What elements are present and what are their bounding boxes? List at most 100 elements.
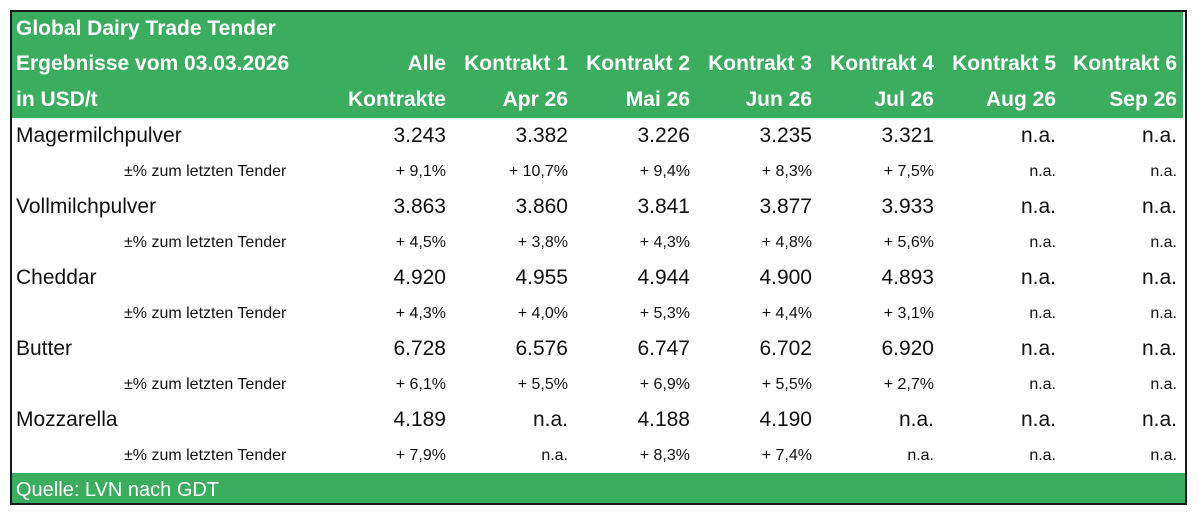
- price-cell: 3.841: [637, 195, 690, 218]
- column-header-month: Aug 26: [940, 82, 1062, 118]
- change-cell: n.a.: [1029, 304, 1056, 322]
- header-blank: [1062, 12, 1183, 46]
- price-cell: 3.321: [881, 124, 934, 147]
- column-header-contract: Kontrakt 4: [818, 46, 940, 82]
- column-header-contract: Kontrakt 5: [940, 46, 1062, 82]
- change-cell: + 9,1%: [395, 162, 446, 180]
- price-cell: 4.893: [881, 266, 934, 289]
- column-header-contract: Kontrakt 6: [1062, 46, 1183, 82]
- change-cell: + 3,1%: [883, 304, 934, 322]
- table-grid: Global Dairy Trade Tender Ergebnisse vom…: [12, 12, 1185, 473]
- price-cell: n.a.: [1020, 266, 1056, 289]
- change-cell: + 4,3%: [395, 304, 446, 322]
- header-blank: [339, 12, 452, 46]
- price-cell: 4.920: [393, 266, 446, 289]
- product-name: Vollmilchpulver: [16, 195, 157, 218]
- header-blank: [452, 12, 574, 46]
- change-cell: + 3,8%: [517, 233, 568, 251]
- change-cell: + 5,3%: [639, 304, 690, 322]
- column-header-contract: Alle: [339, 46, 452, 82]
- price-cell: n.a.: [1141, 195, 1177, 218]
- price-cell: n.a.: [1141, 124, 1177, 147]
- header-blank: [818, 12, 940, 46]
- change-cell: + 5,6%: [883, 233, 934, 251]
- header-blank: [696, 12, 818, 46]
- price-cell: 4.944: [637, 266, 690, 289]
- column-header-contract: Kontrakt 1: [452, 46, 574, 82]
- change-cell: + 8,3%: [639, 446, 690, 464]
- source-footer: Quelle: LVN nach GDT: [12, 473, 1185, 503]
- price-cell: n.a.: [1141, 266, 1177, 289]
- change-cell: + 9,4%: [639, 162, 690, 180]
- price-cell: 3.863: [393, 195, 446, 218]
- change-label: ±% zum letzten Tender: [124, 233, 287, 251]
- price-cell: 4.190: [759, 408, 812, 431]
- change-cell: + 4,0%: [517, 304, 568, 322]
- change-cell: n.a.: [1029, 446, 1056, 464]
- change-cell: + 6,9%: [639, 375, 690, 393]
- change-cell: n.a.: [1150, 304, 1177, 322]
- price-cell: 4.189: [393, 408, 446, 431]
- change-label: ±% zum letzten Tender: [124, 446, 287, 464]
- change-cell: + 10,7%: [508, 162, 568, 180]
- product-name: Butter: [16, 337, 73, 360]
- price-cell: 3.226: [637, 124, 690, 147]
- change-cell: n.a.: [907, 446, 934, 464]
- change-label: ±% zum letzten Tender: [124, 162, 287, 180]
- change-cell: n.a.: [1150, 446, 1177, 464]
- price-cell: 3.860: [515, 195, 568, 218]
- product-name: Mozzarella: [16, 408, 118, 431]
- unit-label: in USD/t: [12, 82, 339, 118]
- change-cell: n.a.: [541, 446, 568, 464]
- column-header-month: Mai 26: [574, 82, 696, 118]
- price-cell: n.a.: [898, 408, 934, 431]
- column-header-month: Apr 26: [452, 82, 574, 118]
- change-cell: + 7,5%: [883, 162, 934, 180]
- change-cell: n.a.: [1150, 375, 1177, 393]
- price-cell: 4.955: [515, 266, 568, 289]
- price-cell: n.a.: [532, 408, 568, 431]
- header-blank: [940, 12, 1062, 46]
- price-table: Global Dairy Trade Tender Ergebnisse vom…: [10, 10, 1187, 505]
- column-header-month: Sep 26: [1062, 82, 1183, 118]
- change-cell: + 6,1%: [395, 375, 446, 393]
- change-cell: + 4,8%: [761, 233, 812, 251]
- price-cell: n.a.: [1141, 408, 1177, 431]
- price-cell: n.a.: [1020, 195, 1056, 218]
- price-cell: n.a.: [1020, 124, 1056, 147]
- change-cell: n.a.: [1029, 162, 1056, 180]
- price-cell: 6.728: [393, 337, 446, 360]
- price-cell: 3.243: [393, 124, 446, 147]
- change-cell: n.a.: [1150, 233, 1177, 251]
- price-cell: 3.382: [515, 124, 568, 147]
- column-header-contract: Kontrakt 3: [696, 46, 818, 82]
- price-cell: 6.920: [881, 337, 934, 360]
- price-cell: 3.235: [759, 124, 812, 147]
- change-cell: + 7,9%: [395, 446, 446, 464]
- change-cell: n.a.: [1029, 375, 1056, 393]
- product-name: Magermilchpulver: [16, 124, 182, 147]
- change-cell: + 4,4%: [761, 304, 812, 322]
- product-name: Cheddar: [16, 266, 97, 289]
- table-subtitle: Ergebnisse vom 03.03.2026: [12, 46, 339, 82]
- column-header-contract: Kontrakt 2: [574, 46, 696, 82]
- change-cell: + 7,4%: [761, 446, 812, 464]
- column-header-month: Jul 26: [818, 82, 940, 118]
- price-cell: n.a.: [1020, 337, 1056, 360]
- change-cell: n.a.: [1150, 162, 1177, 180]
- price-cell: 3.877: [759, 195, 812, 218]
- change-cell: + 5,5%: [761, 375, 812, 393]
- price-cell: 3.933: [881, 195, 934, 218]
- change-cell: n.a.: [1029, 233, 1056, 251]
- price-cell: 6.747: [637, 337, 690, 360]
- price-cell: n.a.: [1020, 408, 1056, 431]
- change-cell: + 2,7%: [883, 375, 934, 393]
- price-cell: n.a.: [1141, 337, 1177, 360]
- change-cell: + 5,5%: [517, 375, 568, 393]
- price-cell: 4.900: [759, 266, 812, 289]
- price-cell: 6.576: [515, 337, 568, 360]
- change-label: ±% zum letzten Tender: [124, 304, 287, 322]
- table-title: Global Dairy Trade Tender: [12, 12, 339, 46]
- price-cell: 4.188: [637, 408, 690, 431]
- column-header-month: Jun 26: [696, 82, 818, 118]
